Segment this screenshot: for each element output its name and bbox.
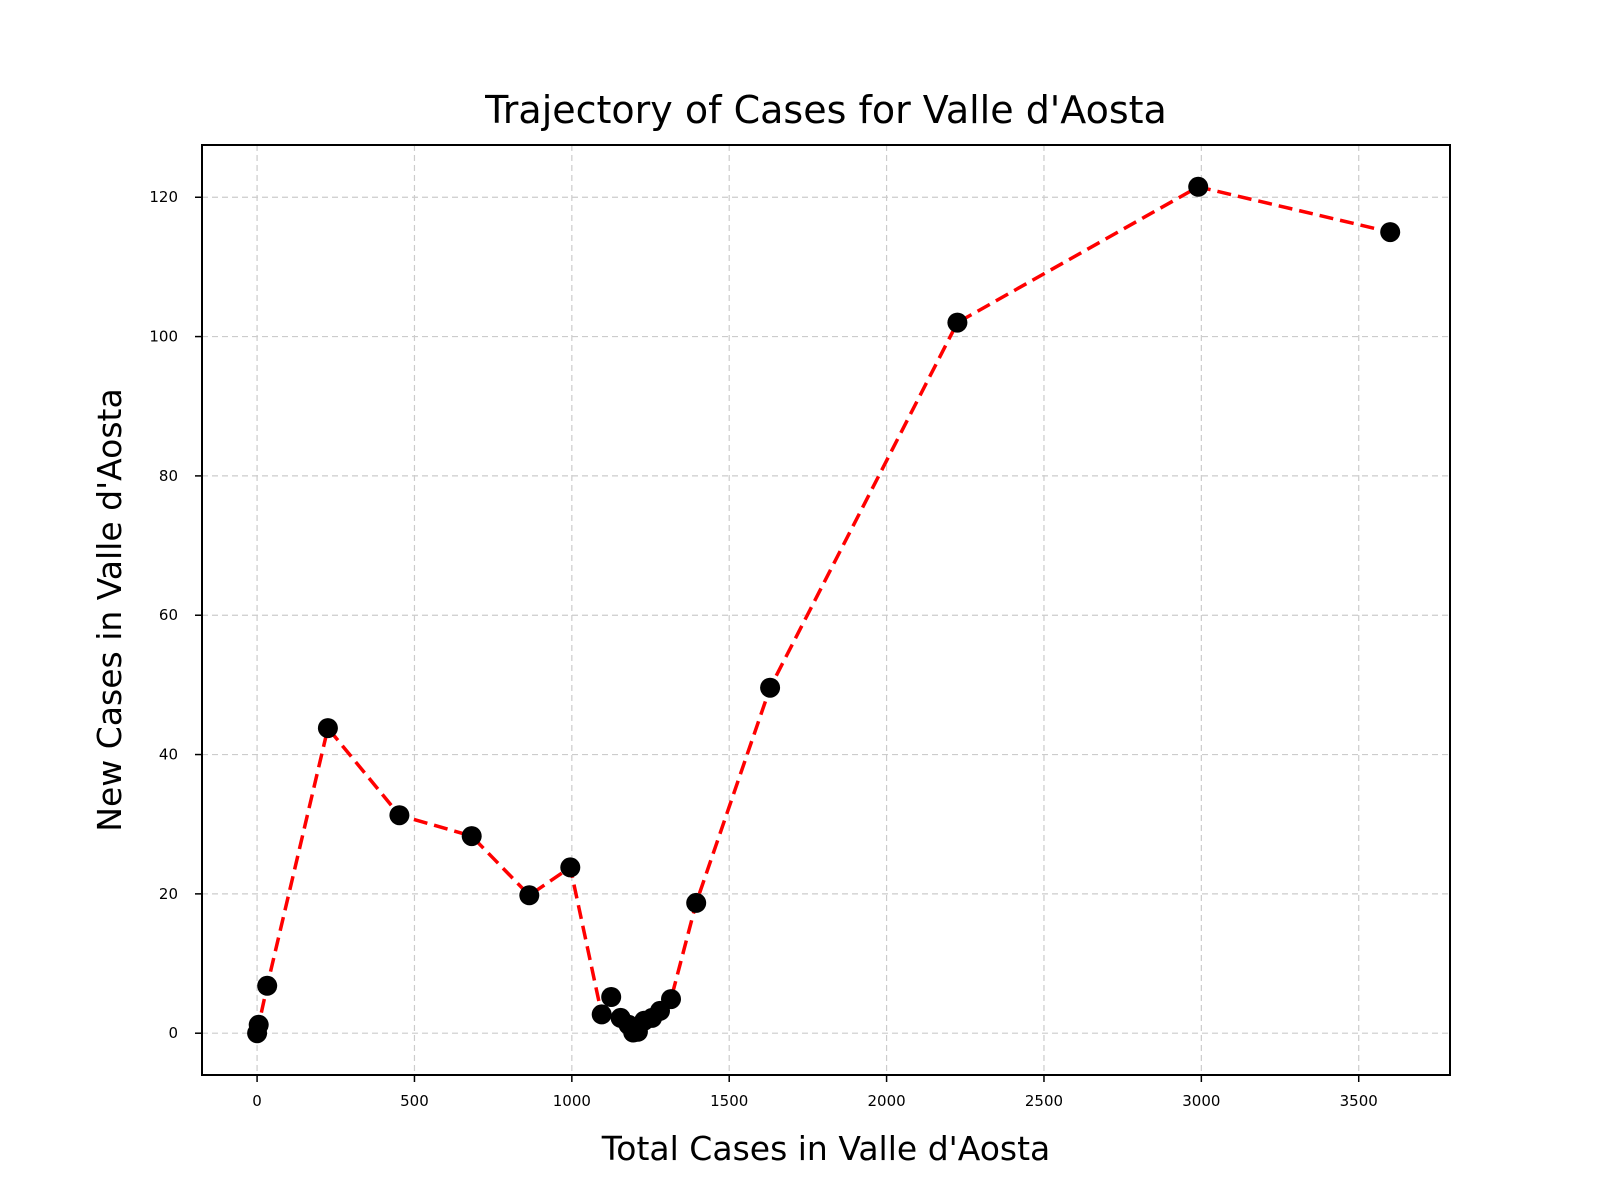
data-point [601, 987, 622, 1007]
data-point [947, 312, 968, 333]
x-tick-label: 2500 [1025, 1092, 1063, 1110]
data-point [560, 857, 581, 878]
grid-layer [202, 145, 1450, 1075]
y-tick-label: 100 [149, 328, 178, 346]
y-tick-label: 80 [159, 467, 178, 485]
data-point [257, 975, 278, 996]
x-tick-label: 3500 [1340, 1092, 1378, 1110]
x-tick-label: 3000 [1182, 1092, 1220, 1110]
data-point [461, 826, 482, 847]
y-tick-label: 60 [159, 606, 178, 624]
y-tick-label: 0 [168, 1024, 178, 1042]
data-point [760, 677, 781, 698]
series-line [255, 184, 1391, 1035]
y-tick-label: 120 [149, 188, 178, 206]
x-tick-label: 500 [400, 1092, 429, 1110]
data-point [1188, 176, 1209, 197]
x-tick-label: 1000 [553, 1092, 591, 1110]
y-tick-label: 20 [159, 885, 178, 903]
data-point [248, 1014, 269, 1035]
ticks-layer: 0 500 1000 1500 2000 2500 3000 3500 0 20 40 60 80 100… [149, 188, 1377, 1110]
y-tick-label: 40 [159, 746, 178, 764]
data-point [1380, 222, 1401, 243]
x-tick-label: 2000 [867, 1092, 905, 1110]
series-layer [255, 184, 1391, 1035]
data-point [519, 885, 540, 906]
x-tick-label: 0 [252, 1092, 262, 1110]
plot-frame [201, 144, 1451, 1076]
x-axis-label: Total Cases in Valle d'Aosta [601, 1129, 1051, 1168]
data-point [591, 1004, 612, 1025]
x-tick-label: 1500 [710, 1092, 748, 1110]
chart-title: Trajectory of Cases for Valle d'Aosta [484, 88, 1167, 132]
data-point [389, 805, 410, 826]
data-point [686, 892, 707, 913]
y-axis-label: New Cases in Valle d'Aosta [90, 388, 129, 831]
data-point [317, 718, 338, 739]
points-layer [247, 176, 1401, 1044]
data-point [661, 989, 681, 1010]
